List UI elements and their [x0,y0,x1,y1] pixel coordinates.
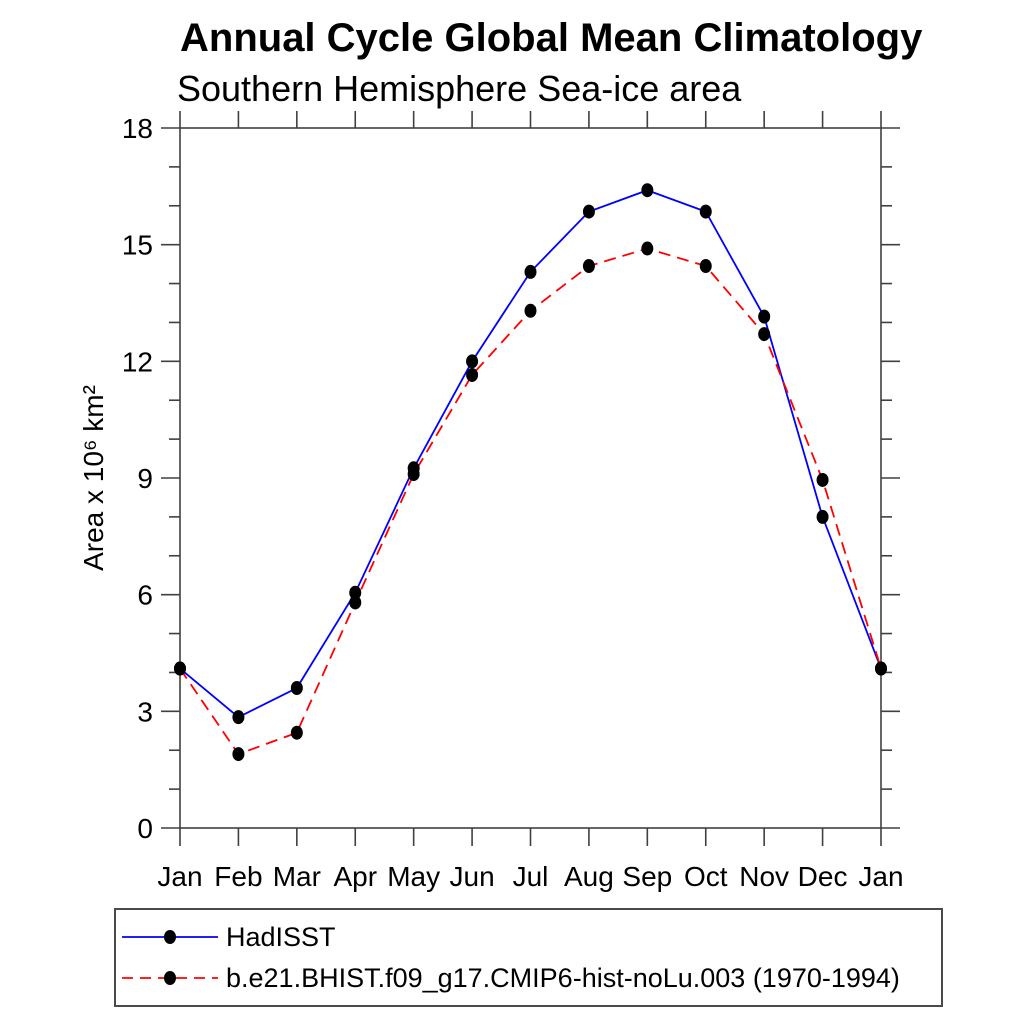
data-point-series-0 [582,204,595,219]
data-point-series-1 [174,661,186,676]
series-line-1 [179,247,882,756]
x-tick-label: Oct [684,861,728,892]
x-tick-label: May [387,861,440,892]
x-tick-label: Jul [513,861,549,892]
legend-item-model: b.e21.BHIST.f09_g17.CMIP6-hist-noLu.003 … [118,958,941,999]
data-point-series-1 [524,303,537,318]
data-point-series-1 [232,747,245,762]
legend-marker-icon [164,971,176,985]
x-tick-label: Jan [157,861,202,892]
plot-frame [179,127,882,829]
y-tick-label: 6 [137,580,153,611]
y-tick-label: 18 [122,113,153,144]
x-axis: Jan Feb Mar Apr May Jun Jul Aug Sep Oct Nov Dec Jan [157,111,904,892]
data-point-series-1 [349,595,362,610]
data-point-series-0 [466,354,479,369]
x-tick-label: Mar [273,861,321,892]
data-point-series-1 [758,327,771,342]
x-tick-label: Jun [450,861,495,892]
x-tick-label: Dec [798,861,848,892]
legend: HadISST b.e21.BHIST.f09_g17.CMIP6-hist-n… [114,908,943,1007]
y-axis: 0 3 6 9 12 15 18 [122,113,900,844]
data-point-series-0 [699,204,712,219]
data-point-series-0 [290,681,303,695]
y-axis-title: Area x 10⁶ km² [78,385,109,571]
data-point-series-1 [290,725,303,740]
data-point-series-1 [641,241,654,256]
x-tick-label: Feb [214,861,262,892]
chart-subtitle: Southern Hemisphere Sea-ice area [177,68,742,109]
data-point-series-0 [349,585,362,600]
data-point-series-1 [407,467,420,482]
data-point-series-0 [758,309,771,324]
x-tick-label: Apr [333,861,377,892]
data-point-series-0 [232,710,245,725]
y-tick-label: 3 [137,696,153,727]
data-point-series-1 [582,259,595,274]
data-point-series-0 [816,509,829,524]
x-tick-label: Nov [739,861,789,892]
x-tick-label: Aug [564,861,614,892]
y-tick-label: 15 [122,230,153,261]
legend-item-hadisst: HadISST [118,917,941,958]
data-point-series-1 [466,367,479,382]
x-tick-label: Sep [622,861,672,892]
data-point-series-1 [816,472,829,487]
legend-line-sample-solid [122,930,218,944]
y-tick-label: 12 [122,346,153,377]
data-point-series-0 [641,183,654,198]
y-tick-label: 0 [137,813,153,844]
data-point-series-1 [875,661,887,676]
legend-label-model: b.e21.BHIST.f09_g17.CMIP6-hist-noLu.003 … [226,962,900,993]
y-tick-label: 9 [137,463,153,494]
data-point-series-1 [699,259,712,274]
chart-title: Annual Cycle Global Mean Climatology [180,16,923,60]
legend-marker-icon [164,930,176,944]
legend-line-sample-dashed [122,971,218,985]
legend-label-hadisst: HadISST [226,921,336,952]
data-point-series-0 [524,264,537,279]
x-tick-label: Jan [858,861,903,892]
